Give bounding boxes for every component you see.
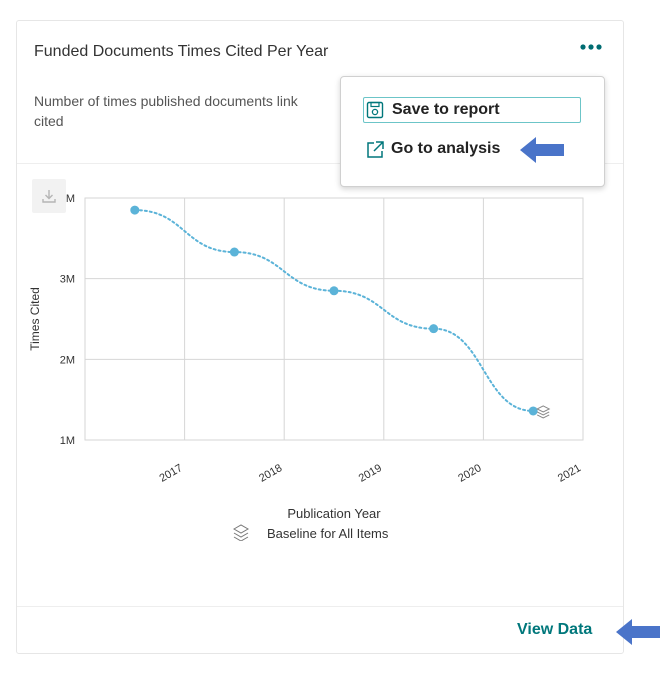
x-axis-label: Publication Year xyxy=(287,506,381,521)
plot-area xyxy=(84,197,584,441)
more-options-button[interactable] xyxy=(580,39,606,57)
card-subtitle: Number of times published documents link… xyxy=(34,91,354,131)
divider xyxy=(17,163,623,164)
card-title: Funded Documents Times Cited Per Year xyxy=(34,43,329,60)
legend-layers-icon xyxy=(232,524,250,541)
external-link-icon xyxy=(365,140,385,165)
save-to-report-label: Save to report xyxy=(392,101,500,118)
download-button[interactable] xyxy=(32,179,66,213)
pointer-arrow-icon xyxy=(520,137,564,163)
x-tick-label: 2020 xyxy=(456,462,483,485)
y-tick-label: 3M xyxy=(60,274,75,286)
go-to-analysis-label: Go to analysis xyxy=(391,140,501,157)
save-icon xyxy=(366,101,384,124)
view-data-link[interactable]: View Data xyxy=(517,621,593,638)
card-subtitle-line1: Number of times published documents link xyxy=(34,93,298,109)
legend-label: Baseline for All Items xyxy=(267,526,389,541)
data-point xyxy=(130,205,140,215)
save-to-report-menu-item[interactable]: Save to report xyxy=(363,97,581,123)
more-dots-icon xyxy=(580,34,602,56)
data-point xyxy=(229,247,239,257)
layers-icon xyxy=(536,405,551,419)
go-to-analysis-menu-item[interactable]: Go to analysis xyxy=(363,137,581,163)
x-tick-label: 2019 xyxy=(357,462,384,485)
series-line xyxy=(133,209,535,412)
data-point xyxy=(329,286,339,296)
card-subtitle-line2: cited xyxy=(34,113,64,129)
options-menu: Save to report Go to analysis xyxy=(340,76,605,187)
divider xyxy=(17,606,623,607)
pointer-arrow-icon xyxy=(616,619,660,645)
data-point xyxy=(528,406,538,416)
x-tick-label: 2017 xyxy=(157,462,184,485)
data-point xyxy=(429,324,439,334)
y-axis-label: Times Cited xyxy=(28,287,42,351)
x-tick-label: 2021 xyxy=(556,462,583,485)
x-tick-label: 2018 xyxy=(257,462,284,485)
y-tick-label: 1M xyxy=(60,435,75,447)
y-tick-label: 2M xyxy=(60,354,75,366)
